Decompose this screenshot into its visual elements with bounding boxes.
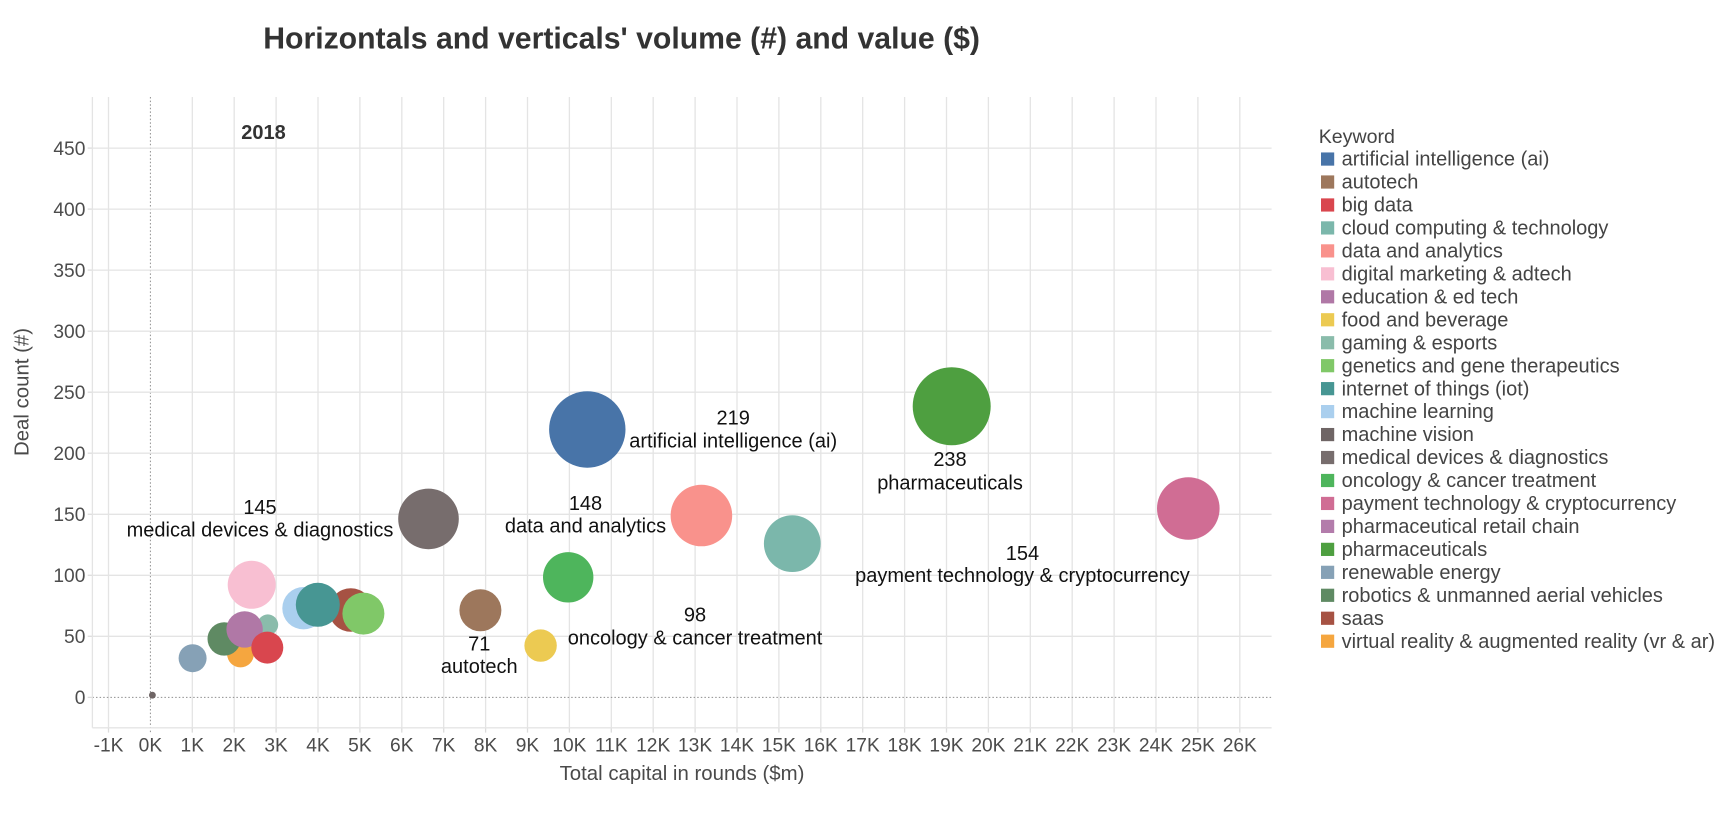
svg-text:virtual reality & augmented re: virtual reality & augmented reality (vr … — [1342, 631, 1715, 653]
svg-text:71: 71 — [468, 634, 490, 656]
svg-text:300: 300 — [53, 322, 85, 343]
svg-text:artificial intelligence (ai): artificial intelligence (ai) — [629, 430, 837, 452]
svg-text:26K: 26K — [1223, 735, 1257, 756]
svg-text:data and analytics: data and analytics — [505, 516, 666, 538]
svg-text:22K: 22K — [1055, 735, 1089, 756]
svg-text:10K: 10K — [552, 735, 586, 756]
svg-text:Horizontals and verticals' vol: Horizontals and verticals' volume (#) an… — [263, 22, 980, 55]
svg-text:8K: 8K — [474, 735, 498, 756]
svg-text:98: 98 — [684, 604, 706, 626]
svg-text:saas: saas — [1342, 608, 1384, 630]
svg-text:autotech: autotech — [1342, 172, 1419, 194]
svg-text:pharmaceuticals: pharmaceuticals — [1342, 539, 1488, 561]
svg-text:154: 154 — [1006, 543, 1039, 565]
svg-text:100: 100 — [53, 566, 85, 587]
svg-text:148: 148 — [569, 493, 602, 515]
svg-text:250: 250 — [53, 383, 85, 404]
svg-text:renewable energy: renewable energy — [1342, 562, 1501, 584]
svg-text:7K: 7K — [432, 735, 456, 756]
svg-text:14K: 14K — [720, 735, 754, 756]
svg-text:19K: 19K — [929, 735, 963, 756]
svg-text:150: 150 — [53, 505, 85, 526]
svg-text:17K: 17K — [846, 735, 880, 756]
svg-text:50: 50 — [64, 627, 85, 648]
svg-text:15K: 15K — [762, 735, 796, 756]
svg-text:200: 200 — [53, 444, 85, 465]
svg-text:oncology & cancer treatment: oncology & cancer treatment — [568, 627, 823, 649]
svg-text:25K: 25K — [1181, 735, 1215, 756]
svg-text:robotics & unmanned aerial veh: robotics & unmanned aerial vehicles — [1342, 585, 1663, 607]
svg-text:6K: 6K — [390, 735, 414, 756]
svg-text:1K: 1K — [181, 735, 205, 756]
svg-text:5K: 5K — [348, 735, 372, 756]
svg-text:gaming & esports: gaming & esports — [1342, 332, 1498, 354]
svg-text:big data: big data — [1342, 195, 1414, 217]
svg-text:350: 350 — [53, 261, 85, 282]
svg-text:artificial intelligence (ai): artificial intelligence (ai) — [1342, 149, 1550, 171]
svg-text:oncology & cancer treatment: oncology & cancer treatment — [1342, 470, 1597, 492]
svg-text:11K: 11K — [595, 735, 628, 756]
svg-text:autotech: autotech — [441, 656, 518, 678]
svg-text:4K: 4K — [306, 735, 330, 756]
svg-text:cloud computing & technology: cloud computing & technology — [1342, 218, 1609, 240]
svg-text:219: 219 — [717, 407, 750, 429]
svg-text:genetics and gene therapeutics: genetics and gene therapeutics — [1342, 355, 1620, 377]
svg-text:9K: 9K — [516, 735, 540, 756]
svg-text:internet of things (iot): internet of things (iot) — [1342, 378, 1530, 400]
svg-text:medical devices & diagnostics: medical devices & diagnostics — [1342, 447, 1609, 469]
svg-text:18K: 18K — [888, 735, 922, 756]
svg-text:0K: 0K — [139, 735, 163, 756]
svg-text:payment technology & cryptocur: payment technology & cryptocurrency — [855, 565, 1190, 587]
svg-text:Deal count (#): Deal count (#) — [12, 328, 34, 456]
svg-text:food and beverage: food and beverage — [1342, 309, 1509, 331]
svg-text:238: 238 — [933, 449, 966, 471]
svg-text:0: 0 — [75, 688, 86, 709]
svg-text:2018: 2018 — [241, 122, 286, 144]
svg-text:pharmaceutical retail chain: pharmaceutical retail chain — [1342, 516, 1580, 538]
svg-text:21K: 21K — [1013, 735, 1047, 756]
svg-text:23K: 23K — [1097, 735, 1131, 756]
svg-text:400: 400 — [53, 200, 85, 221]
svg-text:450: 450 — [53, 139, 85, 160]
svg-text:data and analytics: data and analytics — [1342, 240, 1503, 262]
svg-text:3K: 3K — [264, 735, 288, 756]
svg-text:machine learning: machine learning — [1342, 401, 1494, 423]
svg-text:145: 145 — [243, 497, 276, 519]
svg-text:13K: 13K — [678, 735, 712, 756]
svg-text:16K: 16K — [804, 735, 838, 756]
svg-text:machine vision: machine vision — [1342, 424, 1474, 446]
svg-text:-1K: -1K — [94, 735, 124, 756]
svg-text:2K: 2K — [222, 735, 246, 756]
svg-text:digital marketing & adtech: digital marketing & adtech — [1342, 263, 1572, 285]
svg-text:20K: 20K — [971, 735, 1005, 756]
svg-text:Total capital in rounds ($m): Total capital in rounds ($m) — [560, 763, 805, 785]
svg-text:education & ed tech: education & ed tech — [1342, 286, 1519, 308]
svg-text:medical devices & diagnostics: medical devices & diagnostics — [127, 519, 394, 541]
svg-text:24K: 24K — [1139, 735, 1173, 756]
svg-text:pharmaceuticals: pharmaceuticals — [877, 473, 1023, 495]
svg-text:payment technology & cryptocur: payment technology & cryptocurrency — [1342, 493, 1677, 515]
svg-text:Keyword: Keyword — [1319, 126, 1395, 148]
svg-text:12K: 12K — [636, 735, 670, 756]
